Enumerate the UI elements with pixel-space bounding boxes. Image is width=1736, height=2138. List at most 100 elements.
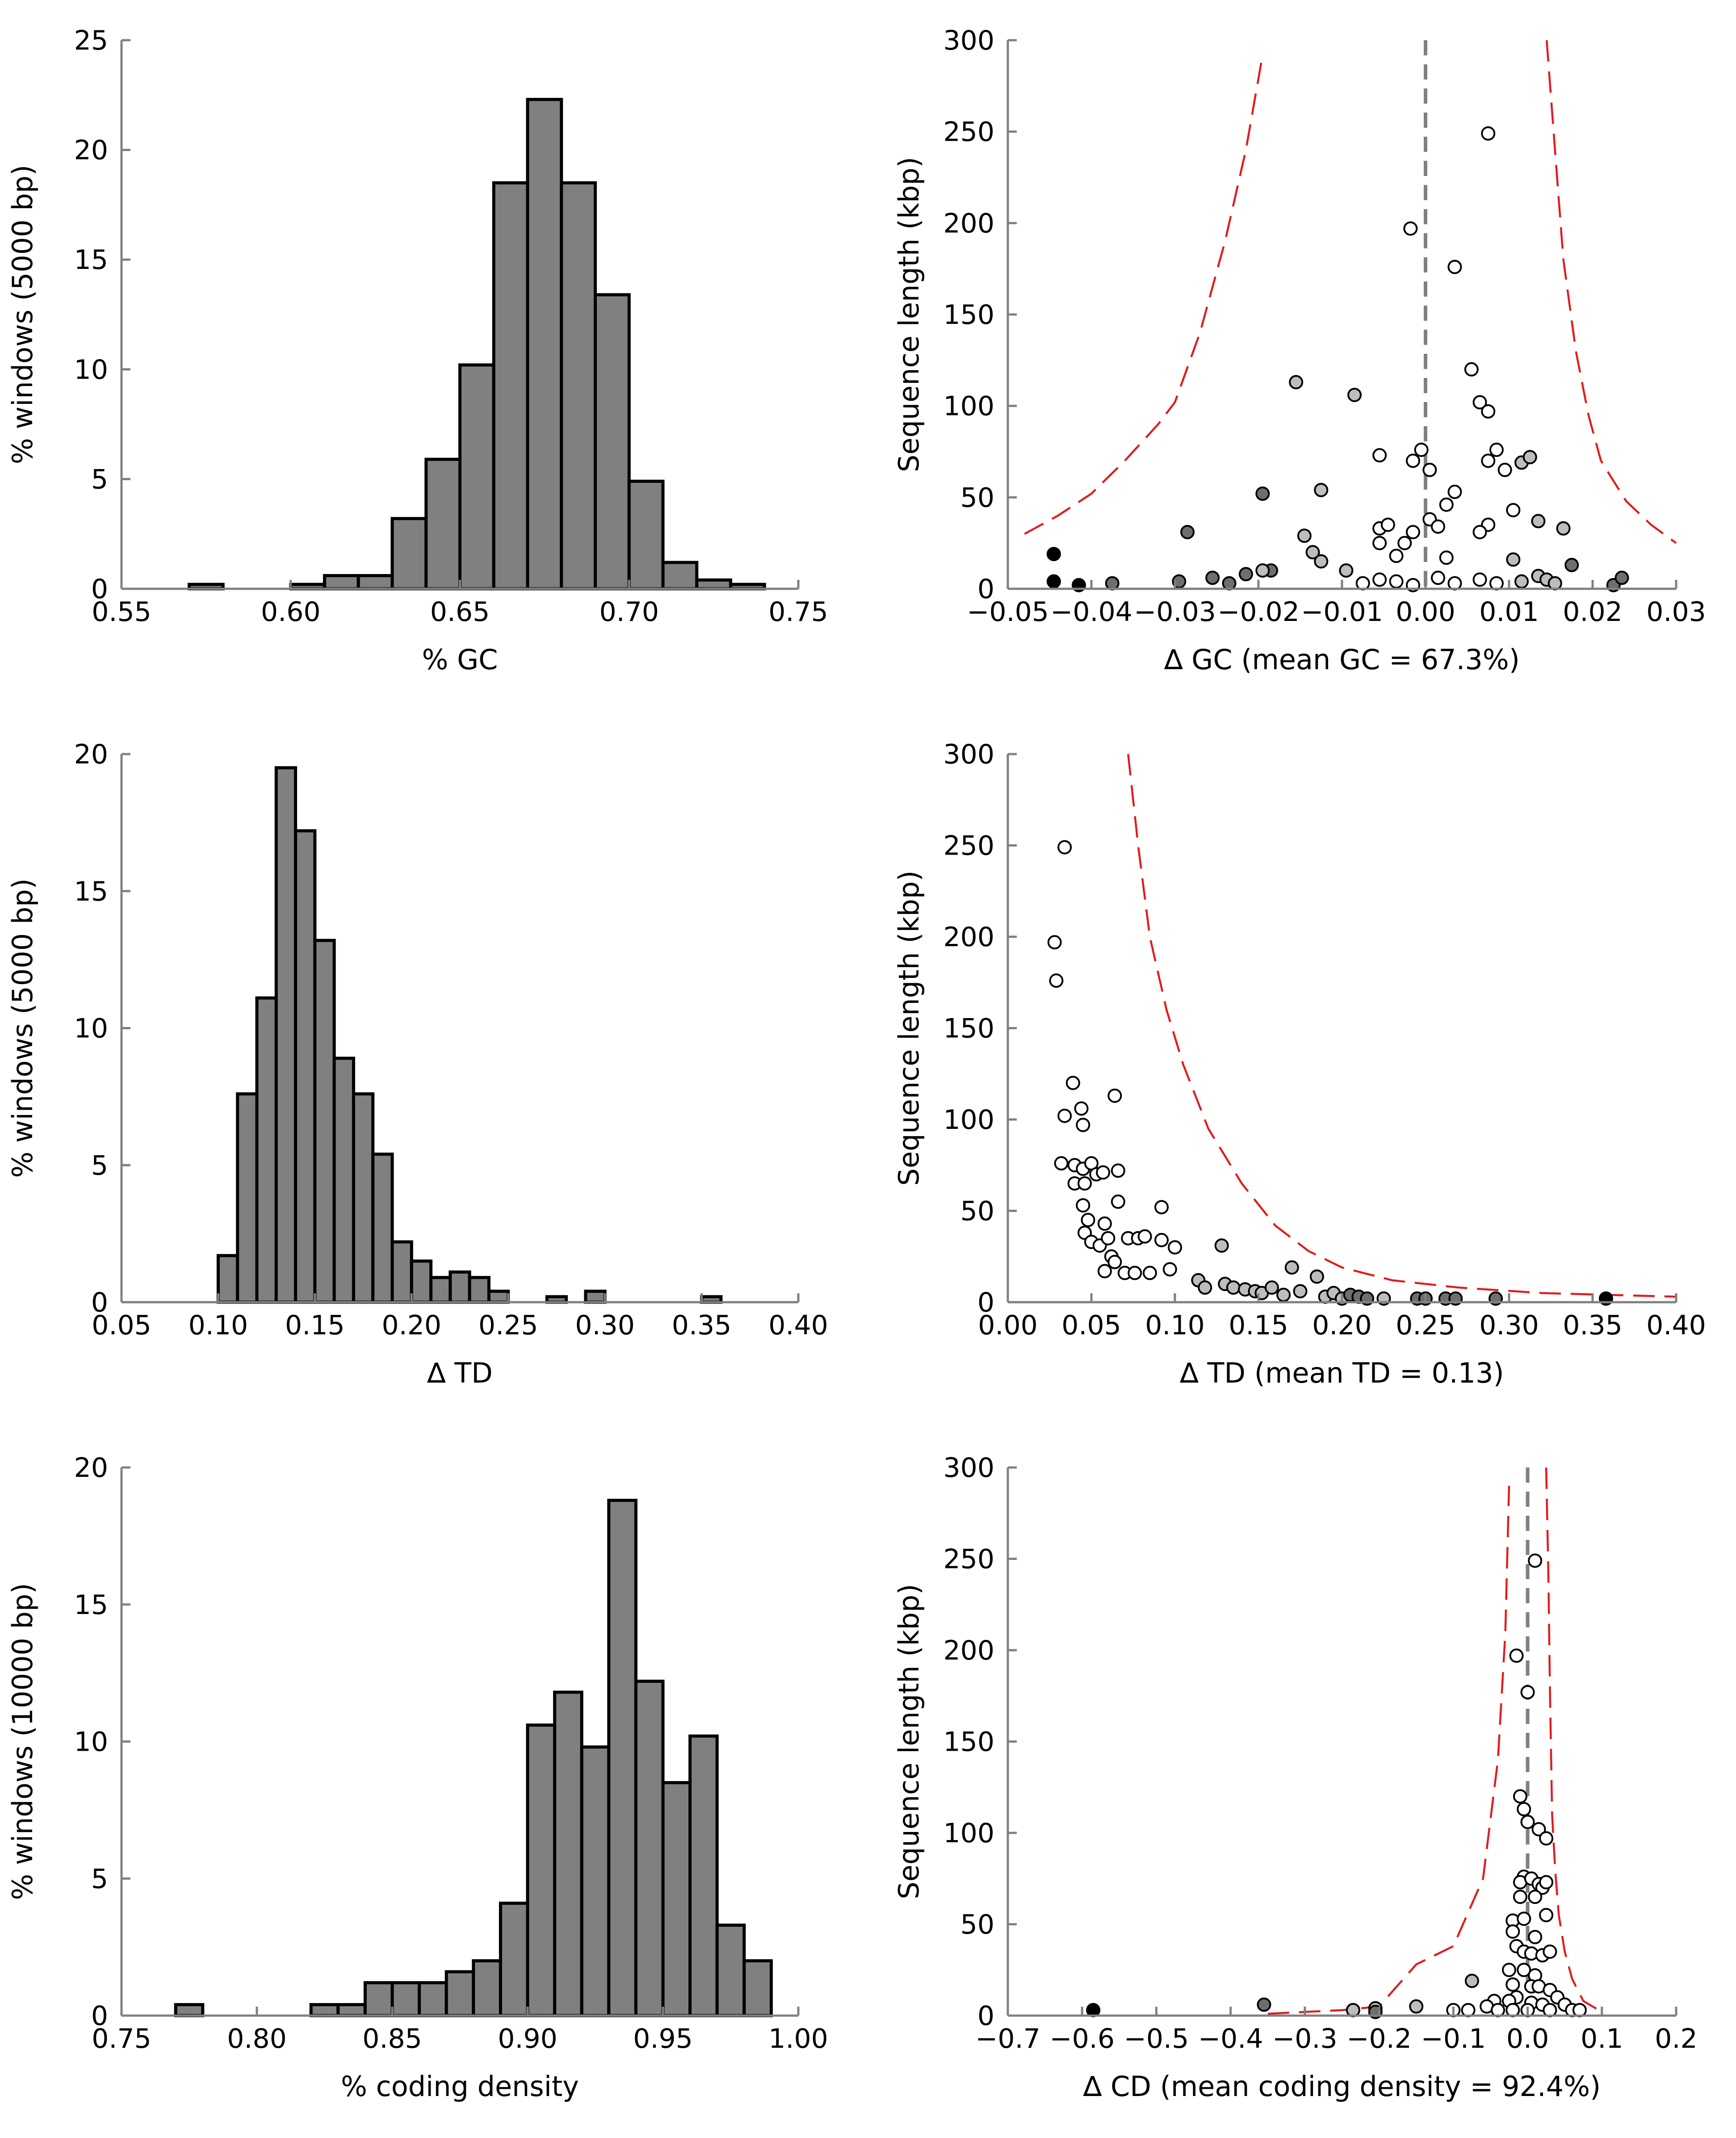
y-tick-label: 300 — [943, 25, 994, 56]
scatter-point — [1372, 448, 1387, 463]
y-tick-label: 15 — [74, 876, 108, 907]
x-axis-label: ∆ TD (mean TD = 0.13) — [1179, 1357, 1504, 1389]
histogram-bar — [429, 1276, 452, 1304]
scatter-point — [1539, 1831, 1554, 1846]
x-tick-label: 0.30 — [575, 1310, 635, 1341]
confidence-bound-line — [1545, 40, 1677, 544]
y-tick-label: 100 — [943, 1818, 994, 1849]
scatter-point — [1505, 1977, 1520, 1992]
histogram-bar — [323, 574, 360, 591]
scatter-point — [1309, 1269, 1324, 1284]
x-tick-label: 0.05 — [92, 1310, 151, 1341]
histogram-bar — [390, 1240, 413, 1304]
scatter-point — [1049, 973, 1064, 988]
scatter-point — [1284, 1260, 1299, 1275]
scatter-point — [1293, 1284, 1308, 1299]
histogram-bar — [472, 1959, 502, 2017]
x-tick-label: 0.55 — [92, 596, 151, 628]
confidence-bound-line — [1127, 754, 1677, 1298]
histogram-bar — [174, 2003, 205, 2017]
scatter-point — [1481, 404, 1496, 419]
y-tick-label: 0 — [91, 574, 108, 605]
x-tick-label: −0.5 — [1124, 2023, 1189, 2054]
scatter-point — [1439, 550, 1454, 565]
histogram-bar — [236, 1092, 259, 1304]
scatter-point — [1528, 1890, 1543, 1904]
histogram-bar — [715, 1924, 746, 2017]
x-tick-label: −0.6 — [1049, 2023, 1115, 2054]
histogram-bar — [309, 2003, 340, 2017]
x-tick-label: 0.00 — [978, 1310, 1038, 1341]
y-tick-label: 250 — [943, 830, 994, 862]
scatter-point — [1046, 547, 1061, 562]
scatter-point — [1214, 1238, 1229, 1253]
scatter-point — [1528, 1553, 1543, 1568]
y-tick-label: 5 — [91, 1863, 108, 1895]
scatter-point — [1076, 1198, 1090, 1213]
y-tick-label: 150 — [943, 1727, 994, 1758]
x-tick-label: −0.04 — [1050, 596, 1132, 628]
x-tick-label: 0.35 — [672, 1310, 732, 1341]
x-tick-label: 0.00 — [1396, 596, 1455, 628]
scatter-point — [1205, 570, 1220, 585]
histogram-bar — [688, 1734, 719, 2017]
scatter-point — [1057, 1108, 1072, 1123]
scatter-point — [1405, 453, 1420, 468]
histogram-bar — [661, 561, 699, 591]
x-tick-label: 0.10 — [1145, 1310, 1205, 1341]
x-tick-label: −0.1 — [1421, 2023, 1486, 2054]
y-tick-label: 100 — [943, 1104, 994, 1136]
x-tick-label: 0.20 — [382, 1310, 441, 1341]
y-tick-label: 10 — [74, 1013, 108, 1044]
x-tick-label: 0.70 — [599, 596, 659, 628]
scatter-point — [1111, 1195, 1125, 1209]
x-tick-label: 0.40 — [1646, 1310, 1706, 1341]
y-tick-label: 0 — [91, 2000, 108, 2032]
y-tick-label: 25 — [74, 25, 108, 56]
histogram-bar — [313, 939, 336, 1304]
y-tick-label: 50 — [960, 482, 994, 513]
scatter-point — [1522, 450, 1537, 465]
scatter-point — [1142, 1266, 1157, 1280]
scatter-point — [1502, 1962, 1516, 1977]
scatter-point — [1514, 574, 1529, 589]
y-tick-label: 20 — [74, 739, 108, 770]
y-tick-label: 20 — [74, 1452, 108, 1484]
x-tick-label: 0.15 — [285, 1310, 345, 1341]
scatter-point — [1517, 1802, 1531, 1816]
scatter-point — [1314, 554, 1329, 569]
histogram-bar — [594, 293, 631, 591]
y-tick-label: 10 — [74, 354, 108, 386]
y-axis-label: % windows (10000 bp) — [6, 1583, 39, 1900]
histogram-bar — [352, 1092, 375, 1304]
x-tick-label: 0.05 — [1061, 1310, 1121, 1341]
scatter-point — [1431, 570, 1446, 585]
histogram-bar — [634, 1680, 665, 2017]
histogram-bar — [336, 2003, 367, 2017]
histogram-bar — [255, 996, 278, 1304]
histogram-bar — [492, 181, 529, 591]
scatter-point — [1257, 1997, 1271, 2012]
y-tick-label: 300 — [943, 739, 994, 770]
scatter-point — [1517, 1962, 1531, 1977]
scatter-point — [1472, 395, 1487, 410]
chart-panel-1: 0.55 0.60 0.65 0.70 0.75 0 5 10 15 20 25 % GC % wind… — [6, 25, 828, 676]
scatter-point — [1506, 552, 1521, 567]
scatter-point — [1506, 503, 1521, 517]
y-axis-label: Sequence length (kbp) — [893, 871, 925, 1186]
x-tick-label: 0.10 — [189, 1310, 248, 1341]
x-tick-label: −0.03 — [1134, 596, 1216, 628]
scatter-point — [1513, 1789, 1527, 1804]
x-tick-label: 0.85 — [362, 2023, 422, 2054]
scatter-point — [1389, 574, 1404, 589]
scatter-point — [1046, 574, 1061, 589]
confidence-bound-line — [1545, 1467, 1602, 2013]
scatter-point — [1422, 462, 1437, 477]
histogram-bar — [560, 181, 597, 591]
scatter-point — [1543, 1944, 1557, 1959]
scatter-point — [1154, 1232, 1169, 1247]
scatter-point — [1168, 1240, 1182, 1255]
y-tick-label: 250 — [943, 1544, 994, 1575]
scatter-point — [1472, 525, 1487, 540]
histogram-bar — [695, 578, 732, 591]
